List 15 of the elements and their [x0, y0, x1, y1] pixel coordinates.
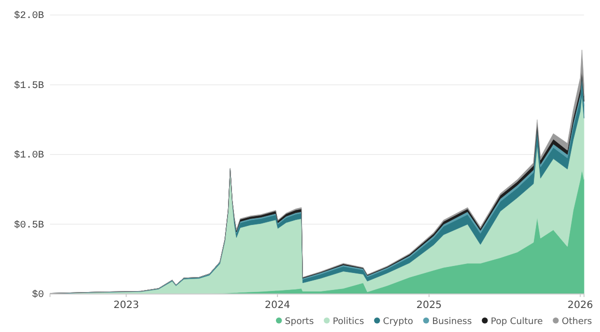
y-tick-label: $1.0B — [14, 150, 44, 162]
legend-label: Business — [432, 317, 472, 327]
legend-label: Politics — [332, 317, 364, 327]
x-tick-label: 2024 — [264, 300, 290, 312]
y-tick-label: $2.0B — [14, 10, 44, 22]
legend-label: Pop Culture — [490, 317, 544, 327]
legend-label: Others — [562, 317, 592, 327]
y-tick-label: $0 — [32, 289, 44, 302]
x-tick-label: 2025 — [416, 300, 442, 312]
y-tick-label: $0.5B — [14, 219, 44, 232]
x-tick-label: 2026 — [568, 300, 593, 312]
legend-label: Sports — [284, 317, 314, 327]
legend-label: Crypto — [383, 317, 414, 327]
x-tick-label: 2023 — [114, 300, 139, 312]
y-tick-label: $1.5B — [14, 80, 44, 92]
